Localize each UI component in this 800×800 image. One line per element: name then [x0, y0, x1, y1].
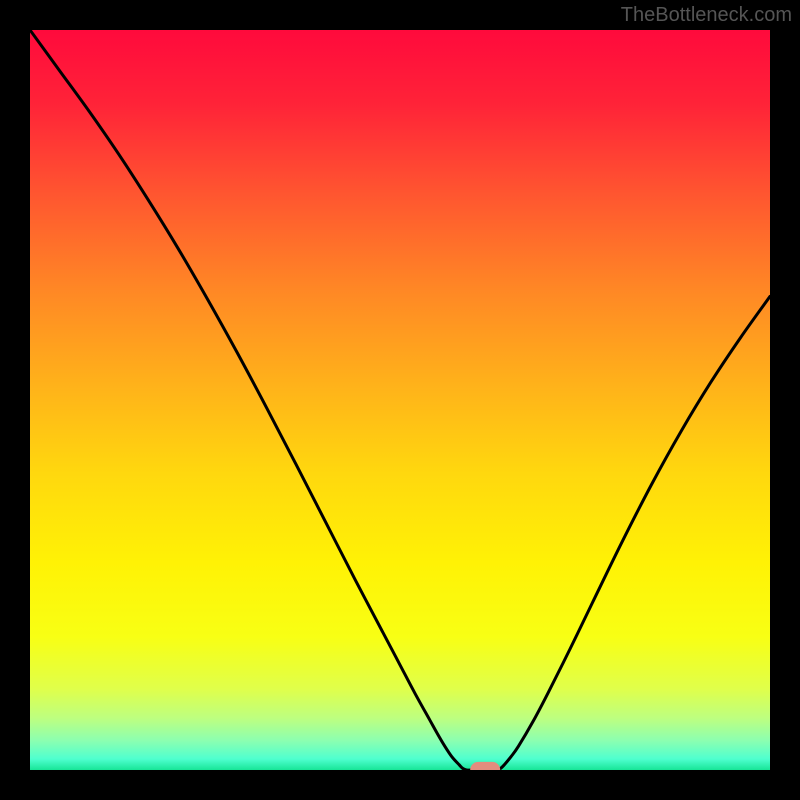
- watermark-text: TheBottleneck.com: [621, 4, 792, 27]
- bottleneck-curve-path: [30, 30, 770, 770]
- plot-area: [30, 30, 770, 770]
- bottleneck-curve: [30, 30, 770, 770]
- chart-container: TheBottleneck.com: [0, 0, 800, 800]
- optimal-point-marker: [470, 762, 500, 770]
